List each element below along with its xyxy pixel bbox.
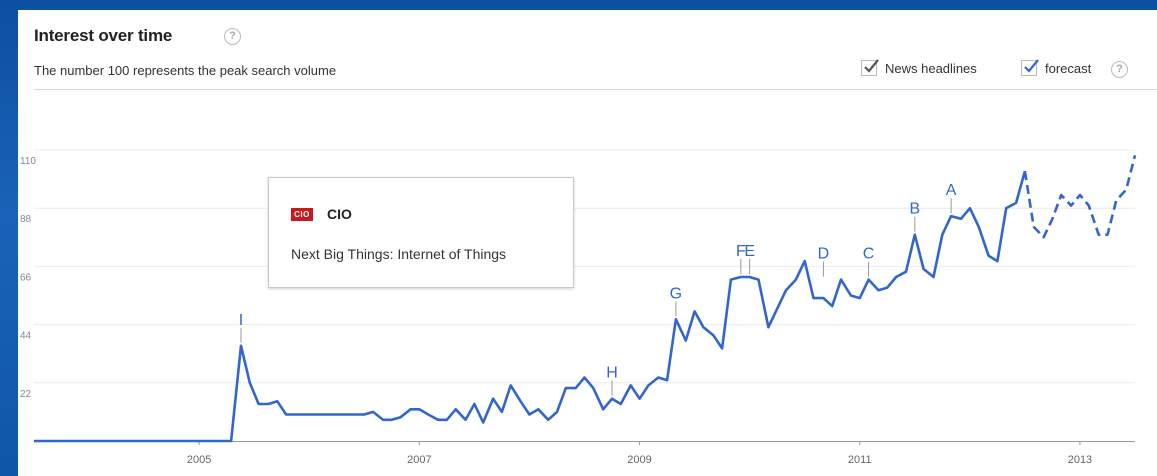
news-marker-label[interactable]: A <box>946 182 957 199</box>
x-tick-label: 2005 <box>187 454 211 466</box>
news-marker-label[interactable]: F <box>736 243 746 260</box>
chart-subtitle: The number 100 represents the peak searc… <box>34 63 337 78</box>
forecast-series-line <box>1023 154 1137 239</box>
forecast-checkbox[interactable] <box>1021 59 1039 76</box>
forecast-label: forecast <box>1045 60 1092 76</box>
y-tick-label: 110 <box>20 156 36 167</box>
y-tick-label: 88 <box>20 214 32 225</box>
news-headlines-label: News headlines <box>885 60 977 76</box>
news-marker-label[interactable]: H <box>606 365 618 382</box>
news-marker-label[interactable]: B <box>909 201 920 218</box>
chart-title: Interest over time <box>34 26 173 45</box>
news-marker-label[interactable]: D <box>818 246 830 263</box>
news-tooltip: CIO CIO Next Big Things: Internet of Thi… <box>268 177 574 288</box>
x-tick-label: 2011 <box>848 454 872 466</box>
forecast-toggle[interactable]: forecast <box>1021 59 1092 76</box>
cio-logo-icon: CIO <box>291 208 313 221</box>
y-tick-label: 66 <box>20 272 32 283</box>
line-chart[interactable]: 22 44 66 88 110 2005 2007 2009 2011 2013 I H G FE D C B A <box>18 10 1157 476</box>
x-tick-label: 2007 <box>407 454 431 466</box>
news-marker-label[interactable]: C <box>863 246 875 263</box>
title-help-icon[interactable]: ? <box>224 28 241 45</box>
checkmark-icon <box>1024 59 1039 73</box>
news-marker-label[interactable]: I <box>239 312 243 329</box>
chart-panel: Interest over time ? The number 100 repr… <box>18 10 1157 476</box>
checkmark-icon <box>864 59 879 73</box>
interest-series-line <box>34 170 1027 443</box>
forecast-help-icon[interactable]: ? <box>1111 61 1128 78</box>
news-marker-label[interactable]: E <box>744 243 755 260</box>
news-headlines-toggle[interactable]: News headlines <box>861 59 977 76</box>
header-divider <box>34 89 1157 90</box>
x-tick-label: 2013 <box>1068 454 1092 466</box>
tooltip-source: CIO <box>327 206 352 222</box>
x-tick-label: 2009 <box>627 454 651 466</box>
news-marker-label[interactable]: G <box>670 285 682 302</box>
news-headlines-checkbox[interactable] <box>861 59 879 76</box>
y-tick-label: 44 <box>20 331 32 342</box>
y-tick-label: 22 <box>20 389 32 400</box>
tooltip-headline[interactable]: Next Big Things: Internet of Things <box>291 246 507 262</box>
